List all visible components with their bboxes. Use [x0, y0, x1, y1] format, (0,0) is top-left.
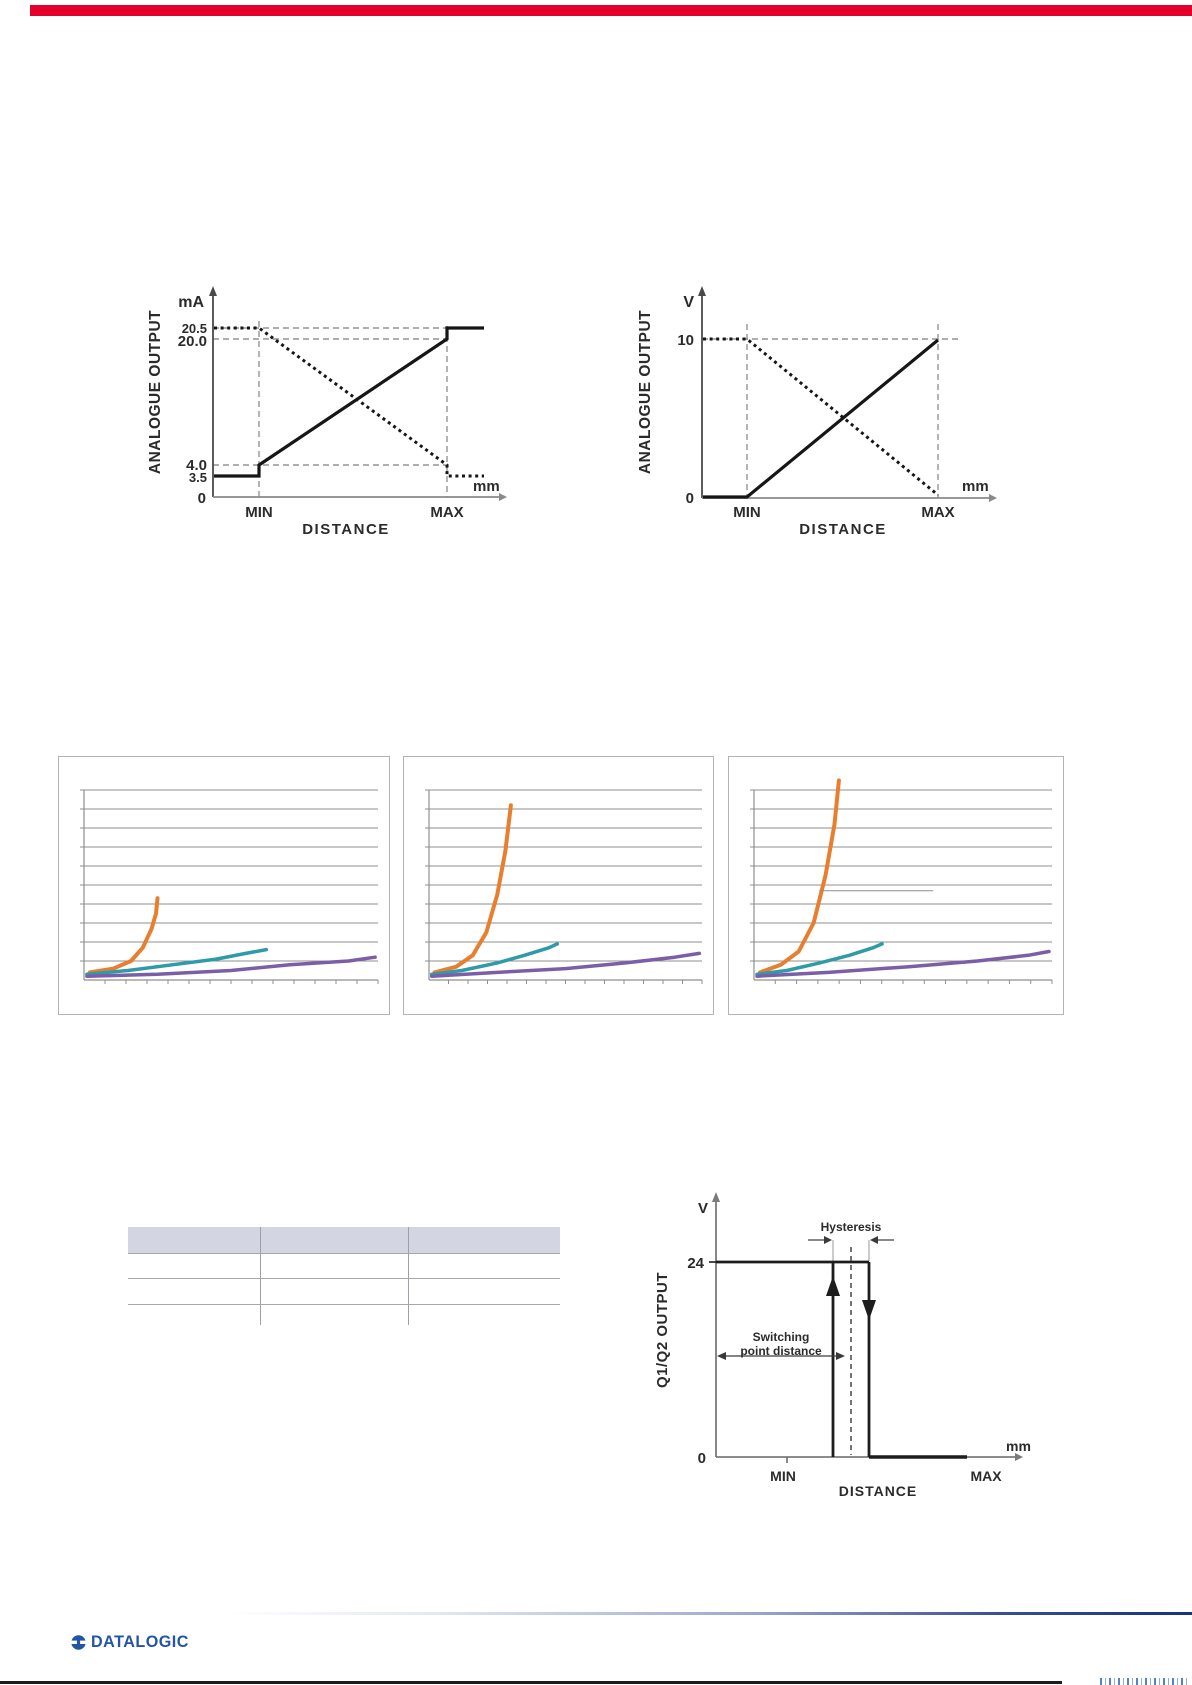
table-cell	[260, 1304, 409, 1325]
arrow-right-icon	[836, 1352, 845, 1360]
table-cell	[128, 1278, 261, 1305]
y-axis-title: ANALOGUE OUTPUT	[147, 310, 164, 474]
curve-series-purple	[755, 949, 1051, 978]
x-tick-min: MIN	[770, 1468, 796, 1484]
table-cell	[260, 1253, 409, 1279]
y-unit-label: V	[698, 1200, 708, 1217]
y-tick-0: 0	[698, 1450, 706, 1467]
x-axis-arrow-icon	[989, 494, 997, 502]
footer-gradient-rule	[225, 1612, 1192, 1615]
y-axis-title: Q1/Q2 OUTPUT	[654, 1272, 671, 1388]
curve-series-orange	[432, 803, 513, 975]
curve-series-purple	[429, 951, 702, 978]
x-tick-min: MIN	[733, 504, 761, 521]
y-tick-0: 0	[198, 490, 206, 507]
x-axis-title: DISTANCE	[302, 521, 390, 538]
spec-table-container	[128, 1227, 560, 1325]
y-unit-label: mA	[178, 294, 204, 311]
chart-analogue-output-v: V 10 0 mm MIN MAX DISTANCE ANALOGUE OUTP…	[637, 286, 997, 538]
table-cell	[408, 1278, 560, 1305]
arrow-down-icon	[862, 1300, 876, 1320]
chart-response-curves-1	[58, 756, 390, 1015]
datalogic-logo-icon	[70, 1634, 87, 1650]
curve-series-teal	[755, 942, 884, 977]
falling-output-dotted-line	[214, 326, 484, 478]
spec-table	[128, 1227, 560, 1325]
x-axis-title: DISTANCE	[839, 1483, 918, 1499]
x-unit-label: mm	[1006, 1438, 1031, 1454]
arrow-left-icon	[870, 1236, 878, 1244]
chart-q1-q2-hysteresis: V Hysteresis 24 Switching point distance…	[654, 1192, 1031, 1499]
chart-response-curves-3	[728, 756, 1064, 1015]
y-tick-3-5: 3.5	[189, 470, 207, 485]
y-tick-10: 10	[677, 332, 694, 349]
table-cell	[128, 1253, 261, 1279]
y-tick-20-5: 20.5	[182, 321, 207, 336]
switching-label-line1: Switching	[753, 1330, 810, 1344]
x-unit-label: mm	[962, 478, 989, 495]
arrow-up-icon	[826, 1276, 840, 1296]
arrow-right-icon	[824, 1236, 832, 1244]
y-tick-0: 0	[686, 490, 694, 507]
y-unit-label: V	[683, 294, 694, 311]
rising-output-solid-line	[214, 326, 484, 478]
table-cell	[408, 1253, 560, 1279]
x-axis-arrow-icon	[499, 493, 507, 501]
curve-series-orange	[87, 896, 160, 975]
curve-series-teal	[429, 942, 560, 977]
hysteresis-label: Hysteresis	[821, 1220, 882, 1234]
guide-lines	[702, 324, 958, 498]
table-header-cell	[128, 1227, 261, 1254]
chart-analogue-output-ma: mA 20.5 20.0 4.0 3.5 0 mm MIN MAX DISTAN…	[147, 286, 507, 538]
datalogic-logo: DATALOGIC	[70, 1632, 194, 1652]
x-tick-max: MAX	[921, 504, 954, 521]
footer-cropped-text	[1100, 1678, 1188, 1685]
arrow-left-icon	[717, 1352, 726, 1360]
y-axis-arrow-icon	[209, 286, 217, 296]
table-cell	[128, 1304, 261, 1325]
curve-series-teal	[85, 947, 269, 977]
page-bottom-rule	[0, 1681, 1062, 1684]
x-axis-title: DISTANCE	[799, 521, 887, 538]
falling-output-dotted-line	[703, 337, 939, 497]
datalogic-logo-text: DATALOGIC	[91, 1632, 189, 1651]
y-tick-20-0: 20.0	[178, 333, 207, 350]
x-tick-max: MAX	[970, 1468, 1002, 1484]
table-header-cell	[260, 1227, 409, 1254]
y-tick-4-0: 4.0	[186, 457, 207, 474]
x-tick-min: MIN	[245, 504, 273, 521]
switching-label-line2: point distance	[740, 1344, 822, 1358]
y-axis-arrow-icon	[698, 286, 706, 296]
x-tick-max: MAX	[430, 504, 463, 521]
chart-response-curves-2	[403, 756, 714, 1015]
y-axis-title: ANALOGUE OUTPUT	[637, 310, 654, 474]
page-top-red-bar	[30, 5, 1192, 16]
table-header-cell	[408, 1227, 560, 1254]
y-axis-arrow-icon	[712, 1192, 720, 1202]
x-unit-label: mm	[473, 478, 500, 495]
x-axis-arrow-icon	[1015, 1453, 1023, 1461]
table-cell	[260, 1278, 409, 1305]
curve-series-purple	[85, 955, 377, 978]
table-cell	[408, 1305, 560, 1326]
y-tick-24: 24	[687, 1255, 704, 1272]
curve-series-orange	[758, 778, 841, 975]
rising-output-solid-line	[703, 338, 940, 499]
